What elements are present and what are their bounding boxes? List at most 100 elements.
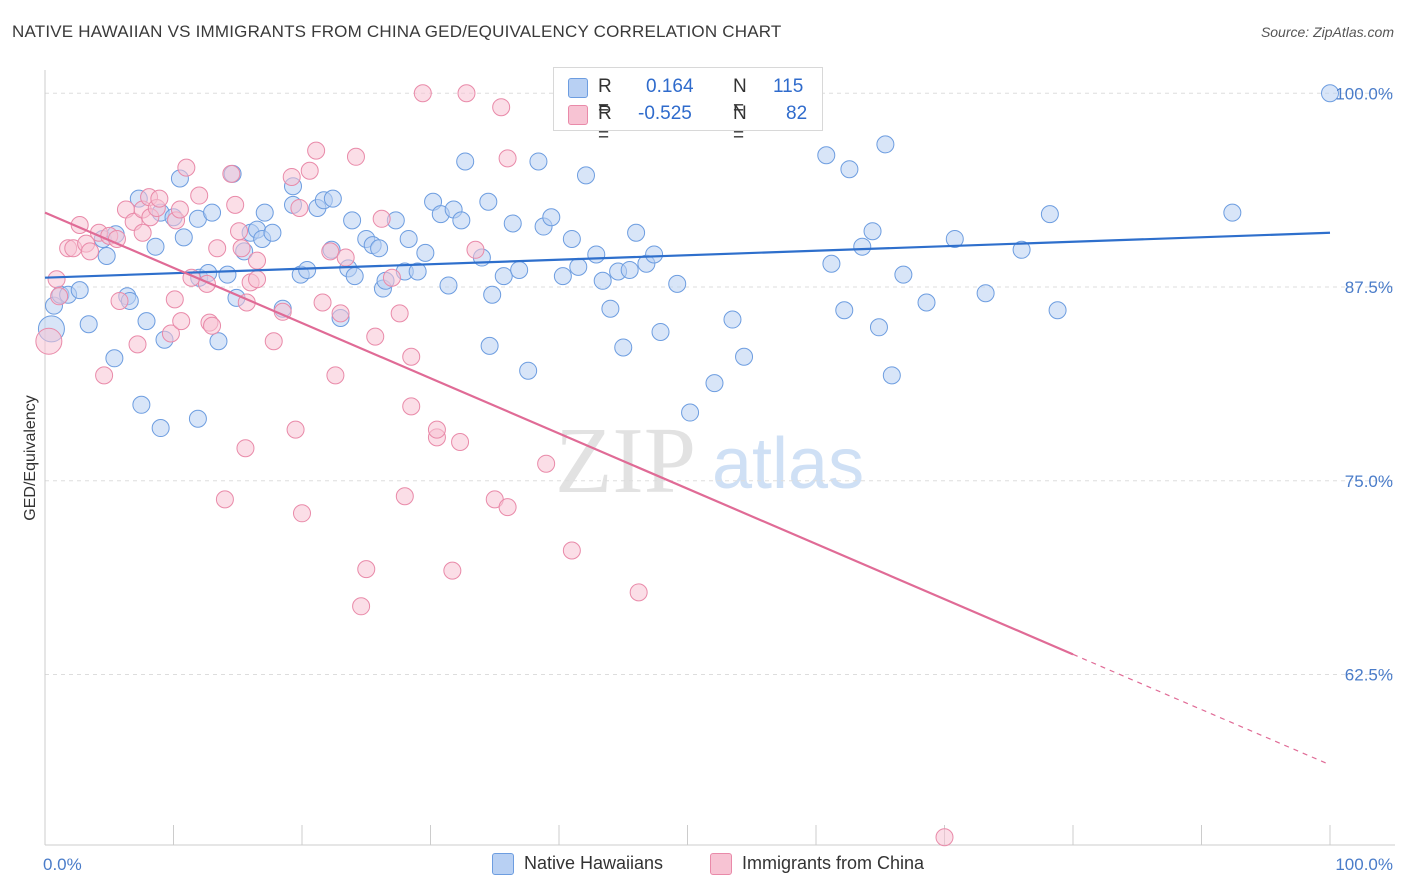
native-hawaiian-point bbox=[1040, 205, 1059, 224]
x-tick-label: 0.0% bbox=[43, 855, 82, 874]
native-hawaiian-point bbox=[323, 189, 342, 208]
native-hawaiian-point bbox=[97, 247, 116, 265]
china-immigrant-point bbox=[248, 270, 267, 289]
china-immigrant-point bbox=[133, 223, 152, 242]
watermark-atlas: atlas bbox=[712, 424, 864, 504]
native-hawaiian-point bbox=[416, 243, 435, 262]
native-hawaiian-point bbox=[569, 257, 588, 276]
n-value: 82 bbox=[786, 103, 808, 124]
china-immigrant-point bbox=[290, 198, 309, 217]
native-hawaiian-point bbox=[976, 284, 995, 303]
china-immigrant-point bbox=[215, 490, 234, 509]
native-hawaiian-point bbox=[456, 152, 475, 171]
native-hawaiian-point bbox=[668, 274, 687, 293]
china-immigrant-point bbox=[248, 251, 267, 270]
n-label: N = bbox=[733, 103, 747, 146]
native-hawaiian-point bbox=[1012, 240, 1031, 259]
native-hawaiian-point bbox=[945, 229, 964, 248]
china-immigrant-point bbox=[190, 186, 209, 205]
native-hawaiian-point bbox=[917, 293, 936, 312]
native-hawaiian-point bbox=[452, 211, 471, 230]
china-immigrant-point bbox=[443, 561, 462, 580]
native-hawaiian-point bbox=[209, 332, 228, 351]
native-hawaiian-point bbox=[188, 409, 207, 428]
pink-swatch-icon bbox=[568, 105, 588, 125]
native-hawaiian-point bbox=[483, 285, 502, 304]
y-tick-label: 62.5% bbox=[1345, 666, 1393, 685]
native-hawaiian-point bbox=[869, 318, 888, 337]
correlation-legend: R = 0.164 N = 115 R = -0.525 N = 82 bbox=[553, 67, 823, 146]
native-hawaiian-point bbox=[601, 299, 620, 318]
china-immigrant-point bbox=[537, 454, 556, 473]
china-immigrant-point bbox=[382, 268, 401, 287]
native-hawaiian-point bbox=[408, 262, 427, 281]
native-hawaiian-point bbox=[105, 349, 124, 368]
native-hawaiian-point bbox=[174, 228, 193, 247]
china-immigrant-point bbox=[357, 560, 376, 579]
native-hawaiian-point bbox=[503, 214, 522, 233]
china-immigrant-point bbox=[95, 366, 114, 385]
native-hawaiian-point bbox=[620, 260, 639, 279]
n-label: N = bbox=[733, 76, 747, 119]
native-hawaiian-point bbox=[735, 347, 754, 366]
native-hawaiian-point bbox=[1223, 203, 1242, 222]
china-immigrant-point bbox=[346, 147, 365, 166]
native-hawaiian-trend-line bbox=[44, 231, 1331, 279]
china-immigrant-point bbox=[562, 541, 581, 560]
china-immigrant-point bbox=[177, 158, 196, 177]
series-legend: Native Hawaiians Immigrants from China bbox=[0, 852, 1406, 878]
china-immigrant-point bbox=[307, 141, 326, 160]
r-label: R = bbox=[598, 76, 612, 119]
china-immigrant-point bbox=[203, 316, 222, 335]
china-immigrant-point bbox=[232, 239, 251, 258]
china-immigrant-point bbox=[498, 149, 517, 168]
native-hawaiian-point bbox=[1048, 301, 1067, 320]
native-hawaiian-point bbox=[519, 361, 538, 380]
native-hawaiian-point bbox=[479, 192, 498, 211]
china-immigrant-trend-line bbox=[44, 211, 1074, 656]
blue-swatch-icon bbox=[492, 853, 514, 875]
native-hawaiian-point bbox=[151, 419, 170, 438]
native-hawaiian-point bbox=[681, 403, 700, 422]
native-hawaiian-point bbox=[79, 315, 98, 334]
native-hawaiian-point bbox=[817, 146, 836, 165]
y-tick-label: 75.0% bbox=[1345, 472, 1393, 491]
native-hawaiian-point bbox=[562, 229, 581, 248]
r-value: -0.525 bbox=[638, 103, 692, 124]
china-immigrant-point bbox=[230, 222, 249, 241]
china-immigrant-point bbox=[457, 84, 476, 103]
china-immigrant-point bbox=[336, 248, 355, 267]
china-immigrant-point bbox=[466, 240, 485, 259]
native-hawaiian-point bbox=[835, 301, 854, 320]
china-immigrant-point bbox=[935, 828, 954, 847]
native-hawaiian-point bbox=[863, 222, 882, 241]
native-hawaiian-point bbox=[263, 223, 282, 242]
native-hawaiian-point bbox=[822, 254, 841, 273]
native-hawaiian-point bbox=[645, 245, 664, 264]
axes bbox=[44, 70, 1395, 846]
china-immigrant-point bbox=[282, 167, 301, 186]
native-hawaiian-point bbox=[840, 160, 859, 179]
native-hawaiian-point bbox=[370, 239, 389, 258]
native-hawaiian-point bbox=[345, 267, 364, 286]
china-immigrant-point bbox=[321, 242, 340, 261]
native-hawaiian-point bbox=[137, 312, 156, 331]
china-immigrant-point bbox=[372, 209, 391, 228]
native-hawaiian-point bbox=[587, 245, 606, 264]
native-hawaiian-point bbox=[705, 374, 724, 393]
china-immigrant-point bbox=[172, 312, 191, 331]
china-immigrant-point bbox=[629, 583, 648, 602]
source-note: Source: ZipAtlas.com bbox=[1260, 24, 1394, 40]
china-immigrant-point bbox=[352, 597, 371, 616]
native-hawaiian-point bbox=[651, 322, 670, 341]
trend-lines bbox=[44, 211, 1331, 766]
y-tick-label: 87.5% bbox=[1345, 278, 1393, 297]
native-hawaiian-point bbox=[70, 281, 89, 300]
native-hawaiian-point bbox=[1321, 84, 1339, 103]
china-immigrant-point bbox=[236, 439, 255, 458]
blue-swatch-icon bbox=[568, 78, 588, 98]
native-hawaiian-point bbox=[480, 336, 499, 355]
native-hawaiian-point bbox=[876, 135, 895, 154]
r-value: 0.164 bbox=[646, 76, 694, 97]
china-immigrant-point bbox=[50, 287, 69, 306]
